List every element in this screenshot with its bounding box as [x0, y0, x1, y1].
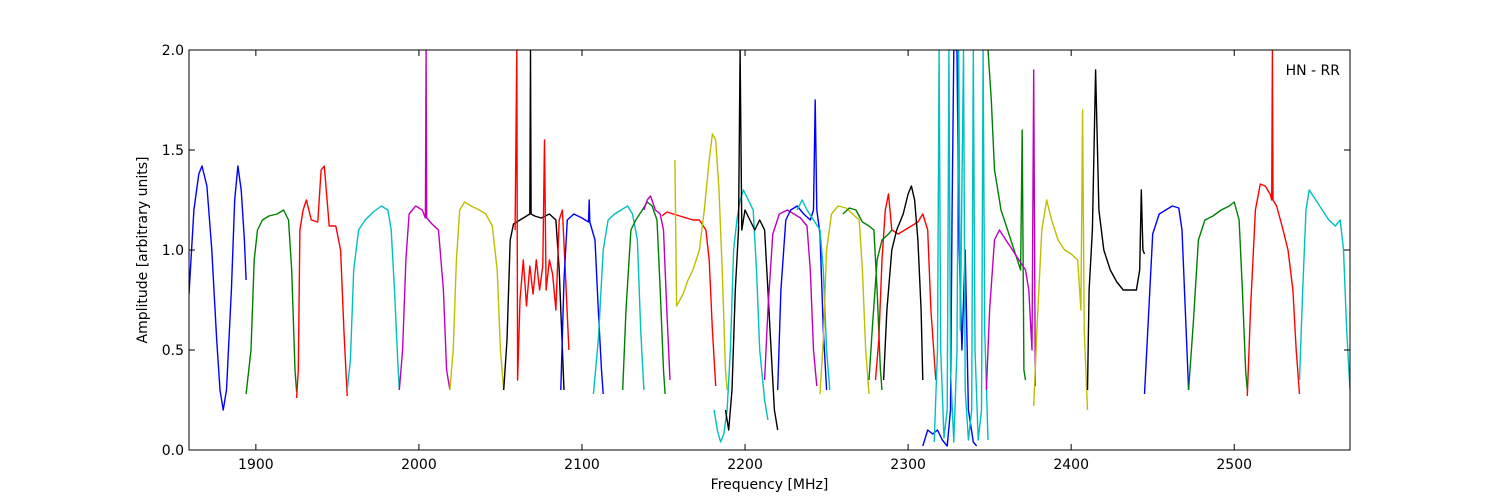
series-line-4 — [346, 205, 400, 391]
series-line-20 — [819, 205, 870, 395]
series-line-23 — [868, 229, 893, 381]
x-tick-label: 2400 — [1053, 457, 1089, 473]
series-line-30 — [1086, 69, 1146, 391]
series-line-13 — [661, 211, 717, 387]
series-line-17 — [763, 209, 818, 387]
series-line-28 — [985, 69, 1037, 391]
series-layer — [189, 50, 1350, 447]
series-line-29 — [1033, 109, 1089, 411]
series-line-7 — [503, 50, 565, 391]
x-tick-label: 2100 — [564, 457, 600, 473]
y-axis-label: Amplitude [arbitrary units] — [135, 157, 151, 344]
series-line-26 — [933, 50, 989, 443]
series-line-10 — [592, 205, 645, 395]
x-tick-label: 2500 — [1216, 457, 1252, 473]
series-line-2 — [245, 209, 298, 395]
tick-layer: 1900 2000 2100 2200 2300 2400 2500 0.0 0.5 1.0 1.5… — [162, 43, 1350, 473]
series-line-19 — [796, 199, 831, 391]
series-line-6 — [449, 201, 505, 391]
series-line-21 — [842, 207, 883, 391]
series-line-16 — [724, 50, 779, 431]
y-tick-label: 1.5 — [162, 143, 184, 159]
x-tick-label: 2000 — [401, 457, 437, 473]
series-line-12 — [643, 195, 671, 381]
y-tick-label: 0.5 — [162, 343, 184, 359]
series-line-31 — [1143, 205, 1190, 395]
series-line-5 — [398, 50, 451, 391]
series-line-27 — [987, 50, 1027, 381]
y-tick-label: 0.0 — [162, 443, 184, 459]
x-tick-label: 2200 — [727, 457, 763, 473]
series-line-14 — [674, 133, 728, 391]
x-tick-label: 1900 — [238, 457, 274, 473]
series-line-32 — [1187, 201, 1248, 391]
y-tick-label: 1.0 — [162, 243, 184, 259]
series-line-24 — [882, 185, 924, 381]
series-line-34 — [1298, 189, 1350, 391]
y-tick-label: 2.0 — [162, 43, 184, 59]
x-axis-label: Frequency [MHz] — [711, 477, 829, 493]
series-line-8 — [514, 50, 570, 381]
series-line-3 — [295, 165, 348, 399]
x-tick-label: 2300 — [890, 457, 926, 473]
chart-annotation: HN - RR — [1286, 63, 1341, 79]
series-line-1 — [189, 165, 247, 411]
series-line-33 — [1246, 50, 1301, 397]
series-line-22 — [874, 193, 937, 381]
